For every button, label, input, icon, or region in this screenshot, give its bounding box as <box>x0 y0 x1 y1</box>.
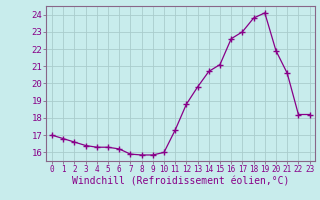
X-axis label: Windchill (Refroidissement éolien,°C): Windchill (Refroidissement éolien,°C) <box>72 177 290 187</box>
